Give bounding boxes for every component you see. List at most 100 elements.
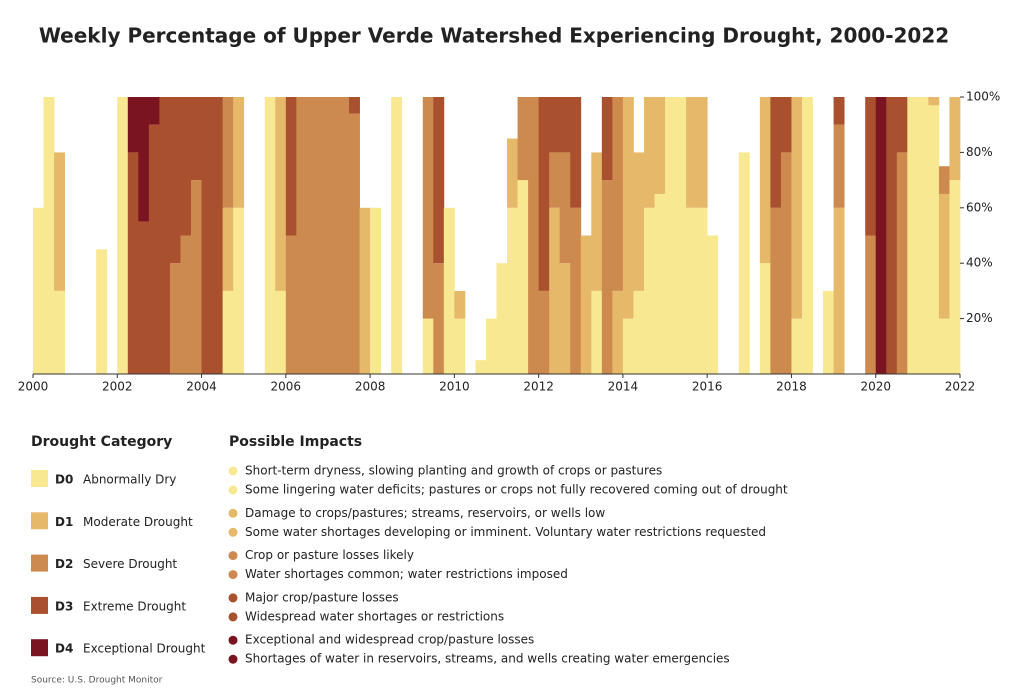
bar-segment [33,207,44,374]
bar-segment [359,207,371,374]
bar-segment [391,97,403,374]
y-tick-label: 20% [966,311,993,325]
bar-segment [654,193,666,374]
legend-swatch [31,470,48,487]
impact-text: Exceptional and widespread crop/pasture … [245,633,534,647]
x-tick-label: 2012 [523,380,554,394]
bar-segment [433,97,445,264]
bar-segment [443,207,455,374]
impact-text: Damage to crops/pastures; streams, reser… [245,506,605,520]
impact-dot [228,593,238,603]
source: Source: U.S. Drought Monitor [31,676,163,686]
legend-swatch [31,512,48,530]
bar-segment [759,97,771,264]
bar-segment [212,97,224,374]
bar-segment [285,97,297,236]
impact-dot [228,485,238,495]
bar-segment [833,207,845,374]
impact-dot [228,466,238,476]
x-tick-label: 2014 [608,380,639,394]
bar-segment [896,152,908,374]
bar-segment [528,97,540,374]
bar-segment [169,97,181,264]
bar-segment [507,207,518,374]
impact-text: Some lingering water deficits; pastures … [245,483,788,497]
bar-segment [264,97,276,374]
legend-code: D3 [55,599,73,613]
bar-segment [896,97,908,153]
bar-segment [707,235,719,374]
impact-dot [228,635,238,645]
bar-segment [559,97,571,153]
bar-segment [601,97,613,181]
legend-label: Moderate Drought [83,515,193,529]
bar-segment [570,97,582,208]
bar-segment [686,97,698,208]
bar-segment [559,263,571,374]
bar-segment [791,318,803,374]
legend-swatch [31,639,48,657]
bar-segment [222,97,234,208]
bar-segment [538,290,550,374]
bar-segment [686,207,698,374]
bar-segment [791,97,803,319]
bar-segment [633,152,645,291]
bar-segment [54,152,66,291]
bar-segment [665,97,676,374]
impact-text: Major crop/pasture losses [245,590,399,604]
bar-segment [454,318,466,374]
bar-segment [549,152,561,208]
bar-segment [96,249,108,374]
bar-segment [612,290,624,374]
x-tick-label: 2020 [860,380,891,394]
y-tick-label: 60% [966,200,993,214]
bar-segment [222,207,234,291]
legend-code: D1 [55,515,73,529]
bar-segment [275,290,287,374]
bar-segment [233,207,245,374]
y-tick-label: 40% [966,256,993,270]
impact-text: Water shortages common; water restrictio… [245,567,568,581]
impacts-title: Possible Impacts [229,434,362,450]
bar-segment [222,290,234,374]
bar-segment [580,235,592,374]
bar-segment [169,263,181,374]
bar-segment [865,235,877,374]
bar-segment [886,97,898,374]
bar-segment [338,97,350,374]
bar-segment [148,124,160,374]
impact-dot [228,527,238,537]
x-tick-label: 2006 [271,380,302,394]
bar-segment [907,97,919,374]
impact-dot [228,612,238,622]
legend-label: Extreme Drought [83,599,186,613]
bar-segment [349,113,360,375]
bar-segment [538,97,550,291]
impact-text: Short-term dryness, slowing planting and… [245,464,662,478]
bar-segment [601,180,613,374]
bar-segment [654,97,666,194]
bar-segment [780,152,792,374]
bar-segment [485,318,497,374]
bar-segment [770,97,782,208]
legend-label: Exceptional Drought [83,642,206,656]
bar-segment [285,235,297,374]
legend-label: Abnormally Dry [83,473,176,487]
bar-segment [865,97,877,236]
bar-segment [938,318,950,374]
bar-segment [233,97,245,208]
bar-segment [159,97,171,374]
x-tick-label: 2016 [692,380,723,394]
bar-segment [327,97,339,374]
legend-swatch [31,596,48,614]
legend-code: D2 [55,557,73,571]
bar-segment [833,97,845,125]
bar-segment [496,263,508,374]
bar-segment [180,97,192,236]
bar-segment [201,97,213,374]
bar-segment [823,290,834,374]
x-tick-label: 2000 [18,380,49,394]
bar-segment [127,152,139,374]
bar-segment [180,235,192,374]
bar-segment [696,97,708,208]
